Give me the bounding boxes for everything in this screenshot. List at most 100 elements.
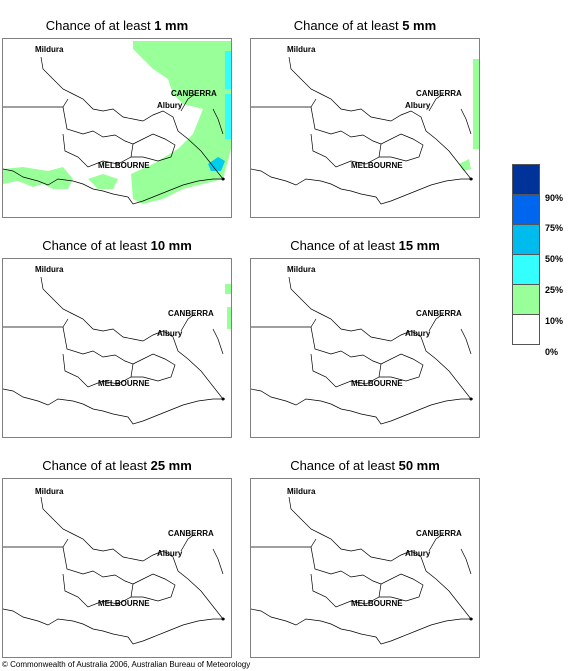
place-label-mildura: Mildura bbox=[287, 45, 316, 54]
place-label-albury: Albury bbox=[405, 549, 431, 558]
state-border bbox=[40, 56, 224, 180]
map-10mm: Mildura CANBERRA Albury MELBOURNE bbox=[2, 258, 232, 438]
legend-label-75: 75% bbox=[545, 223, 564, 233]
place-label-albury: Albury bbox=[405, 329, 431, 338]
state-border bbox=[40, 496, 224, 620]
legend-swatch-75 bbox=[512, 194, 540, 225]
green-area bbox=[88, 174, 118, 189]
panel-title: Chance of at least 1 mm bbox=[45, 18, 189, 33]
site-marker bbox=[221, 397, 225, 401]
district-border bbox=[62, 98, 176, 162]
legend-swatch-25 bbox=[512, 254, 540, 285]
green-area bbox=[473, 59, 479, 149]
coastline bbox=[3, 608, 225, 645]
place-label-mildura: Mildura bbox=[35, 45, 64, 54]
coastline bbox=[3, 168, 225, 205]
district-border bbox=[251, 546, 382, 608]
site-marker bbox=[221, 177, 225, 181]
copyright-notice: © Commonwealth of Australia 2006, Austra… bbox=[2, 660, 251, 669]
panel-title: Chance of at least 10 mm bbox=[42, 238, 192, 253]
nsw-act-border bbox=[180, 313, 224, 355]
cyan-area bbox=[225, 51, 231, 89]
place-label-canberra: CANBERRA bbox=[168, 309, 214, 318]
map-25mm: Mildura CANBERRA Albury MELBOURNE bbox=[2, 478, 232, 658]
green-area bbox=[459, 159, 471, 171]
district-border bbox=[3, 546, 134, 608]
state-border bbox=[288, 276, 472, 400]
legend bbox=[512, 164, 540, 345]
place-label-melbourne: MELBOURNE bbox=[98, 379, 150, 388]
map-shapes bbox=[3, 41, 231, 205]
green-area bbox=[131, 41, 231, 204]
place-label-albury: Albury bbox=[157, 101, 183, 110]
place-label-canberra: CANBERRA bbox=[171, 89, 217, 98]
green-area bbox=[225, 284, 231, 294]
state-border bbox=[40, 276, 224, 400]
map-1mm: Mildura CANBERRA Albury MELBOURNE bbox=[2, 38, 232, 218]
nsw-act-border bbox=[428, 533, 472, 575]
legend-swatch-50 bbox=[512, 224, 540, 255]
site-marker bbox=[469, 177, 473, 181]
district-border bbox=[62, 538, 176, 602]
place-label-canberra: CANBERRA bbox=[416, 309, 462, 318]
panel-15mm: Chance of at least 15 mm Mildura CANBERR… bbox=[250, 238, 480, 438]
panel-50mm: Chance of at least 50 mm Mildura CANBERR… bbox=[250, 458, 480, 658]
map-5mm: Mildura CANBERRA Albury MELBOURNE bbox=[250, 38, 480, 218]
district-border bbox=[3, 326, 134, 388]
district-border bbox=[310, 98, 424, 162]
place-label-melbourne: MELBOURNE bbox=[351, 379, 403, 388]
panel-1mm: Chance of at least 1 mm Mildura CANBERRA… bbox=[2, 18, 232, 218]
place-label-melbourne: MELBOURNE bbox=[351, 599, 403, 608]
nsw-act-border bbox=[428, 313, 472, 355]
place-label-mildura: Mildura bbox=[35, 487, 64, 496]
coastline bbox=[251, 388, 473, 425]
map-shapes bbox=[251, 276, 473, 425]
map-shapes bbox=[251, 56, 479, 205]
legend-label-90: 90% bbox=[545, 193, 564, 203]
place-label-albury: Albury bbox=[405, 101, 431, 110]
map-shapes bbox=[251, 496, 473, 645]
place-label-canberra: CANBERRA bbox=[168, 529, 214, 538]
nsw-act-border bbox=[428, 93, 472, 135]
place-label-melbourne: MELBOURNE bbox=[98, 161, 150, 170]
green-area bbox=[3, 167, 73, 189]
panel-25mm: Chance of at least 25 mm Mildura CANBERR… bbox=[2, 458, 232, 658]
place-label-canberra: CANBERRA bbox=[416, 89, 462, 98]
legend-label-10: 10% bbox=[545, 316, 564, 326]
coastline bbox=[251, 168, 473, 205]
district-border bbox=[251, 326, 382, 388]
place-label-mildura: Mildura bbox=[287, 265, 316, 274]
nsw-act-border bbox=[180, 93, 224, 135]
panel-title: Chance of at least 25 mm bbox=[42, 458, 192, 473]
map-50mm: Mildura CANBERRA Albury MELBOURNE bbox=[250, 478, 480, 658]
place-label-albury: Albury bbox=[157, 549, 183, 558]
legend-label-25: 25% bbox=[545, 285, 564, 295]
nsw-act-border bbox=[180, 533, 224, 575]
district-border bbox=[251, 106, 382, 168]
coastline bbox=[3, 388, 225, 425]
site-marker bbox=[221, 617, 225, 621]
place-label-melbourne: MELBOURNE bbox=[351, 161, 403, 170]
legend-swatch-90 bbox=[512, 164, 540, 195]
place-label-canberra: CANBERRA bbox=[416, 529, 462, 538]
district-border bbox=[310, 538, 424, 602]
green-area bbox=[227, 307, 231, 329]
legend-swatch-0 bbox=[512, 314, 540, 345]
district-border bbox=[62, 318, 176, 382]
legend-label-0: 0% bbox=[545, 347, 559, 357]
map-15mm: Mildura CANBERRA Albury MELBOURNE bbox=[250, 258, 480, 438]
place-label-melbourne: MELBOURNE bbox=[98, 599, 150, 608]
cyan-area bbox=[225, 94, 231, 139]
panel-title: Chance of at least 5 mm bbox=[293, 18, 437, 33]
map-shapes bbox=[3, 496, 225, 645]
legend-label-50: 50% bbox=[545, 254, 564, 264]
district-border bbox=[3, 106, 134, 168]
panel-title: Chance of at least 15 mm bbox=[290, 238, 440, 253]
place-label-mildura: Mildura bbox=[287, 487, 316, 496]
coastline bbox=[251, 608, 473, 645]
panel-title: Chance of at least 50 mm bbox=[290, 458, 440, 473]
state-border bbox=[288, 56, 472, 180]
place-label-mildura: Mildura bbox=[35, 265, 64, 274]
panel-5mm: Chance of at least 5 mm Mildura CANBERRA… bbox=[250, 18, 480, 218]
place-label-albury: Albury bbox=[157, 329, 183, 338]
